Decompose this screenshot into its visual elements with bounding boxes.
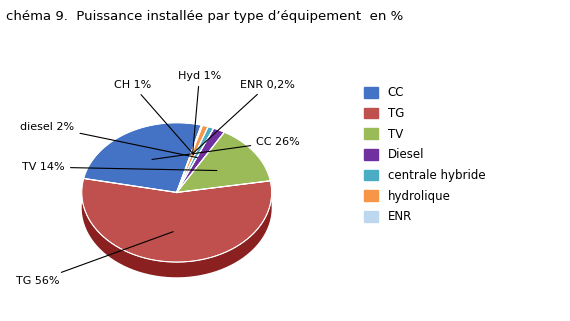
Polygon shape [82, 178, 272, 277]
Text: TV 14%: TV 14% [22, 162, 217, 172]
Text: ENR 0,2%: ENR 0,2% [193, 80, 295, 154]
Text: diesel 2%: diesel 2% [21, 122, 197, 158]
Text: Hyd 1%: Hyd 1% [178, 71, 221, 153]
Polygon shape [82, 178, 272, 262]
Polygon shape [177, 127, 214, 192]
Text: chéma 9.  Puissance installée par type d’équipement  en %: chéma 9. Puissance installée par type d’… [6, 10, 403, 22]
Polygon shape [177, 126, 208, 192]
Polygon shape [177, 125, 202, 192]
Polygon shape [177, 132, 270, 192]
Text: CC 26%: CC 26% [152, 137, 300, 160]
Text: TG 56%: TG 56% [15, 232, 173, 286]
Legend: CC, TG, TV, Diesel, centrale hybride, hydrolique, ENR: CC, TG, TV, Diesel, centrale hybride, hy… [359, 82, 490, 228]
Polygon shape [84, 123, 201, 192]
Polygon shape [177, 128, 225, 192]
Text: CH 1%: CH 1% [114, 80, 194, 155]
